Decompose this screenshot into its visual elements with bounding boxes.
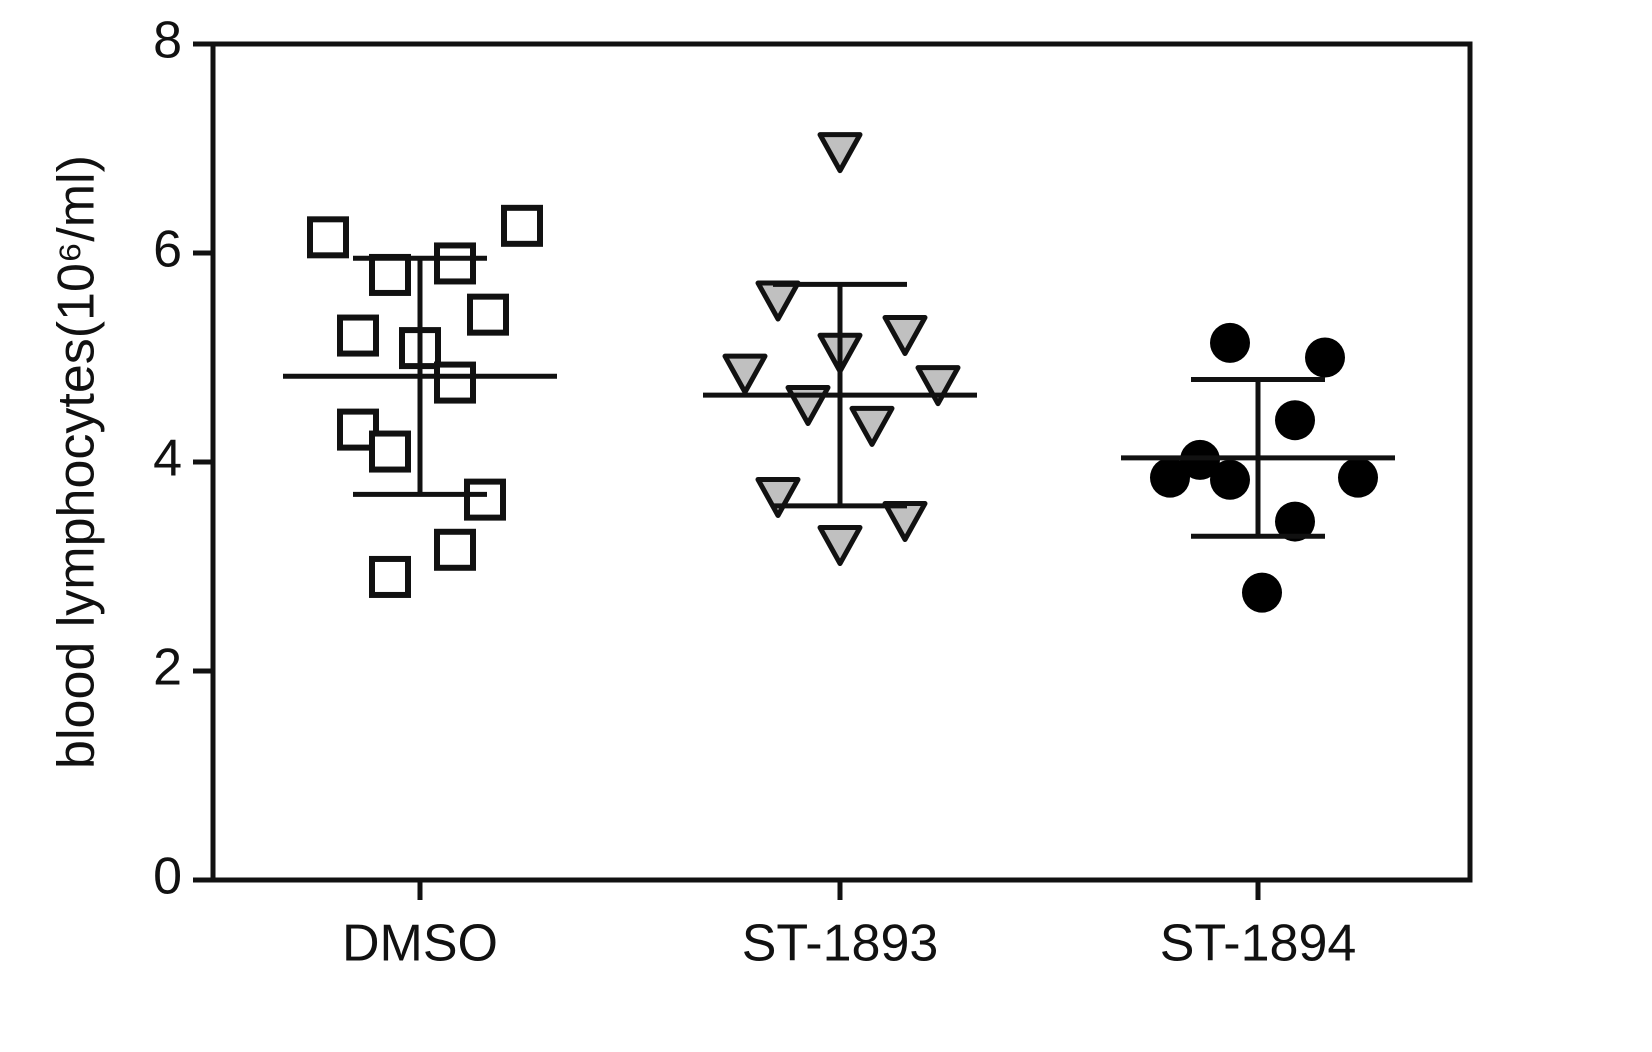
y-tick-label: 2 xyxy=(153,639,182,697)
data-point xyxy=(1275,400,1315,441)
data-point xyxy=(755,280,801,322)
y-tick-label: 6 xyxy=(153,221,182,279)
data-point xyxy=(467,293,509,336)
data-point xyxy=(1275,501,1315,542)
data-point xyxy=(722,353,768,395)
x-tick-label: DMSO xyxy=(342,915,498,973)
y-tick-label: 0 xyxy=(153,848,182,906)
y-tick-label: 8 xyxy=(153,12,182,70)
data-point xyxy=(849,405,895,447)
data-point xyxy=(1242,572,1282,613)
data-point xyxy=(434,242,476,285)
data-point xyxy=(882,501,928,543)
data-point xyxy=(817,132,863,174)
y-tick-label: 4 xyxy=(153,430,182,488)
data-point xyxy=(434,528,476,571)
x-tick-label: ST-1893 xyxy=(742,915,939,973)
x-tick-label: ST-1894 xyxy=(1160,915,1357,973)
data-point xyxy=(501,204,543,247)
data-point xyxy=(369,430,411,473)
y-axis-label: blood lymphocytes(10⁶/ml) xyxy=(48,155,106,769)
data-point xyxy=(369,253,411,296)
data-point xyxy=(882,315,928,357)
data-point xyxy=(755,476,801,518)
data-point xyxy=(1210,322,1250,363)
data-point xyxy=(337,314,379,357)
data-point xyxy=(1305,337,1345,378)
data-point xyxy=(817,525,863,567)
data-point xyxy=(369,555,411,598)
data-point xyxy=(464,478,506,521)
data-point xyxy=(307,216,349,259)
data-point xyxy=(1210,459,1250,500)
data-point xyxy=(1338,457,1378,498)
data-point xyxy=(1150,457,1190,498)
data-point xyxy=(434,361,476,404)
data-point xyxy=(915,365,961,407)
